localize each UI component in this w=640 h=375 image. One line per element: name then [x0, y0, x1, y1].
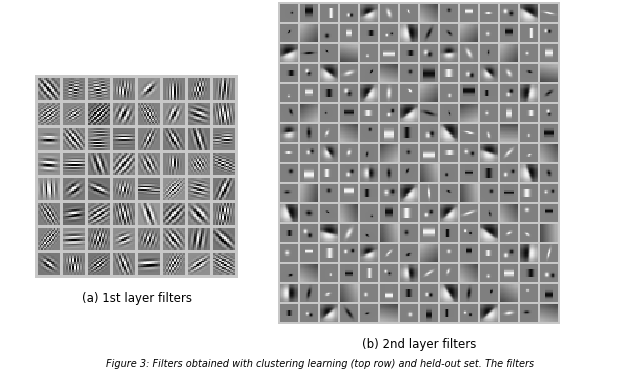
Text: (b) 2nd layer filters: (b) 2nd layer filters: [362, 338, 476, 351]
Text: Figure 3: Filters obtained with clustering learning (top row) and held-out set. : Figure 3: Filters obtained with clusteri…: [106, 359, 534, 369]
Bar: [278, 2, 560, 324]
Text: (a) 1st layer filters: (a) 1st layer filters: [81, 292, 191, 305]
Bar: [35, 75, 238, 278]
